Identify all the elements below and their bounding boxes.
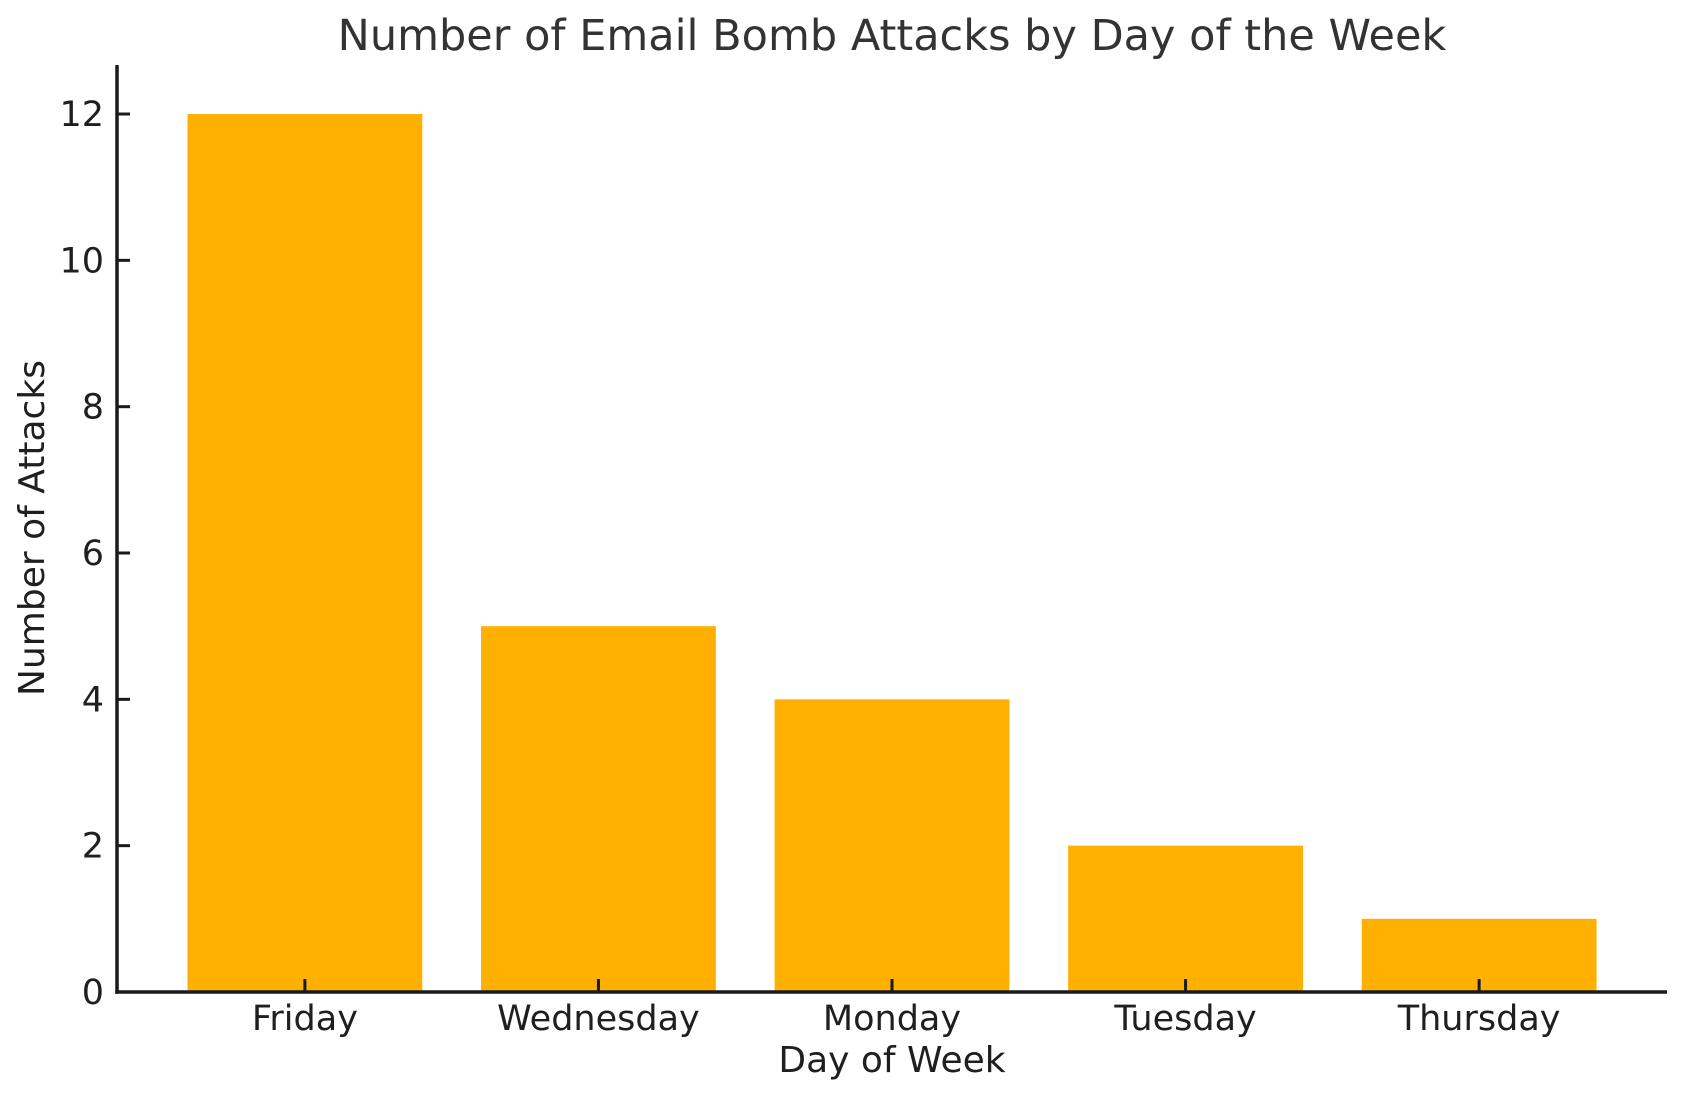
y-tick-label: 10 xyxy=(59,241,104,281)
y-tick-label: 2 xyxy=(82,827,104,867)
bar-friday xyxy=(187,114,423,993)
y-tick-label: 0 xyxy=(82,973,104,1013)
y-tick-label: 6 xyxy=(82,534,104,574)
x-tick-label: Monday xyxy=(823,999,961,1039)
bar-wednesday xyxy=(481,626,716,992)
bar-monday xyxy=(774,699,1010,992)
x-tick-label: Wednesday xyxy=(497,999,700,1039)
y-tick-label: 4 xyxy=(82,680,104,720)
y-tick-label: 12 xyxy=(59,95,104,135)
y-axis-label: Number of Attacks xyxy=(12,360,53,696)
y-tick-label: 8 xyxy=(82,388,104,428)
x-tick-label: Friday xyxy=(252,999,358,1039)
x-tick-label: Tuesday xyxy=(1113,999,1256,1039)
x-tick-label: Thursday xyxy=(1397,999,1561,1039)
chart-title: Number of Email Bomb Attacks by Day of t… xyxy=(338,11,1447,61)
bar-tuesday xyxy=(1068,845,1303,992)
x-axis-label: Day of Week xyxy=(778,1040,1005,1081)
